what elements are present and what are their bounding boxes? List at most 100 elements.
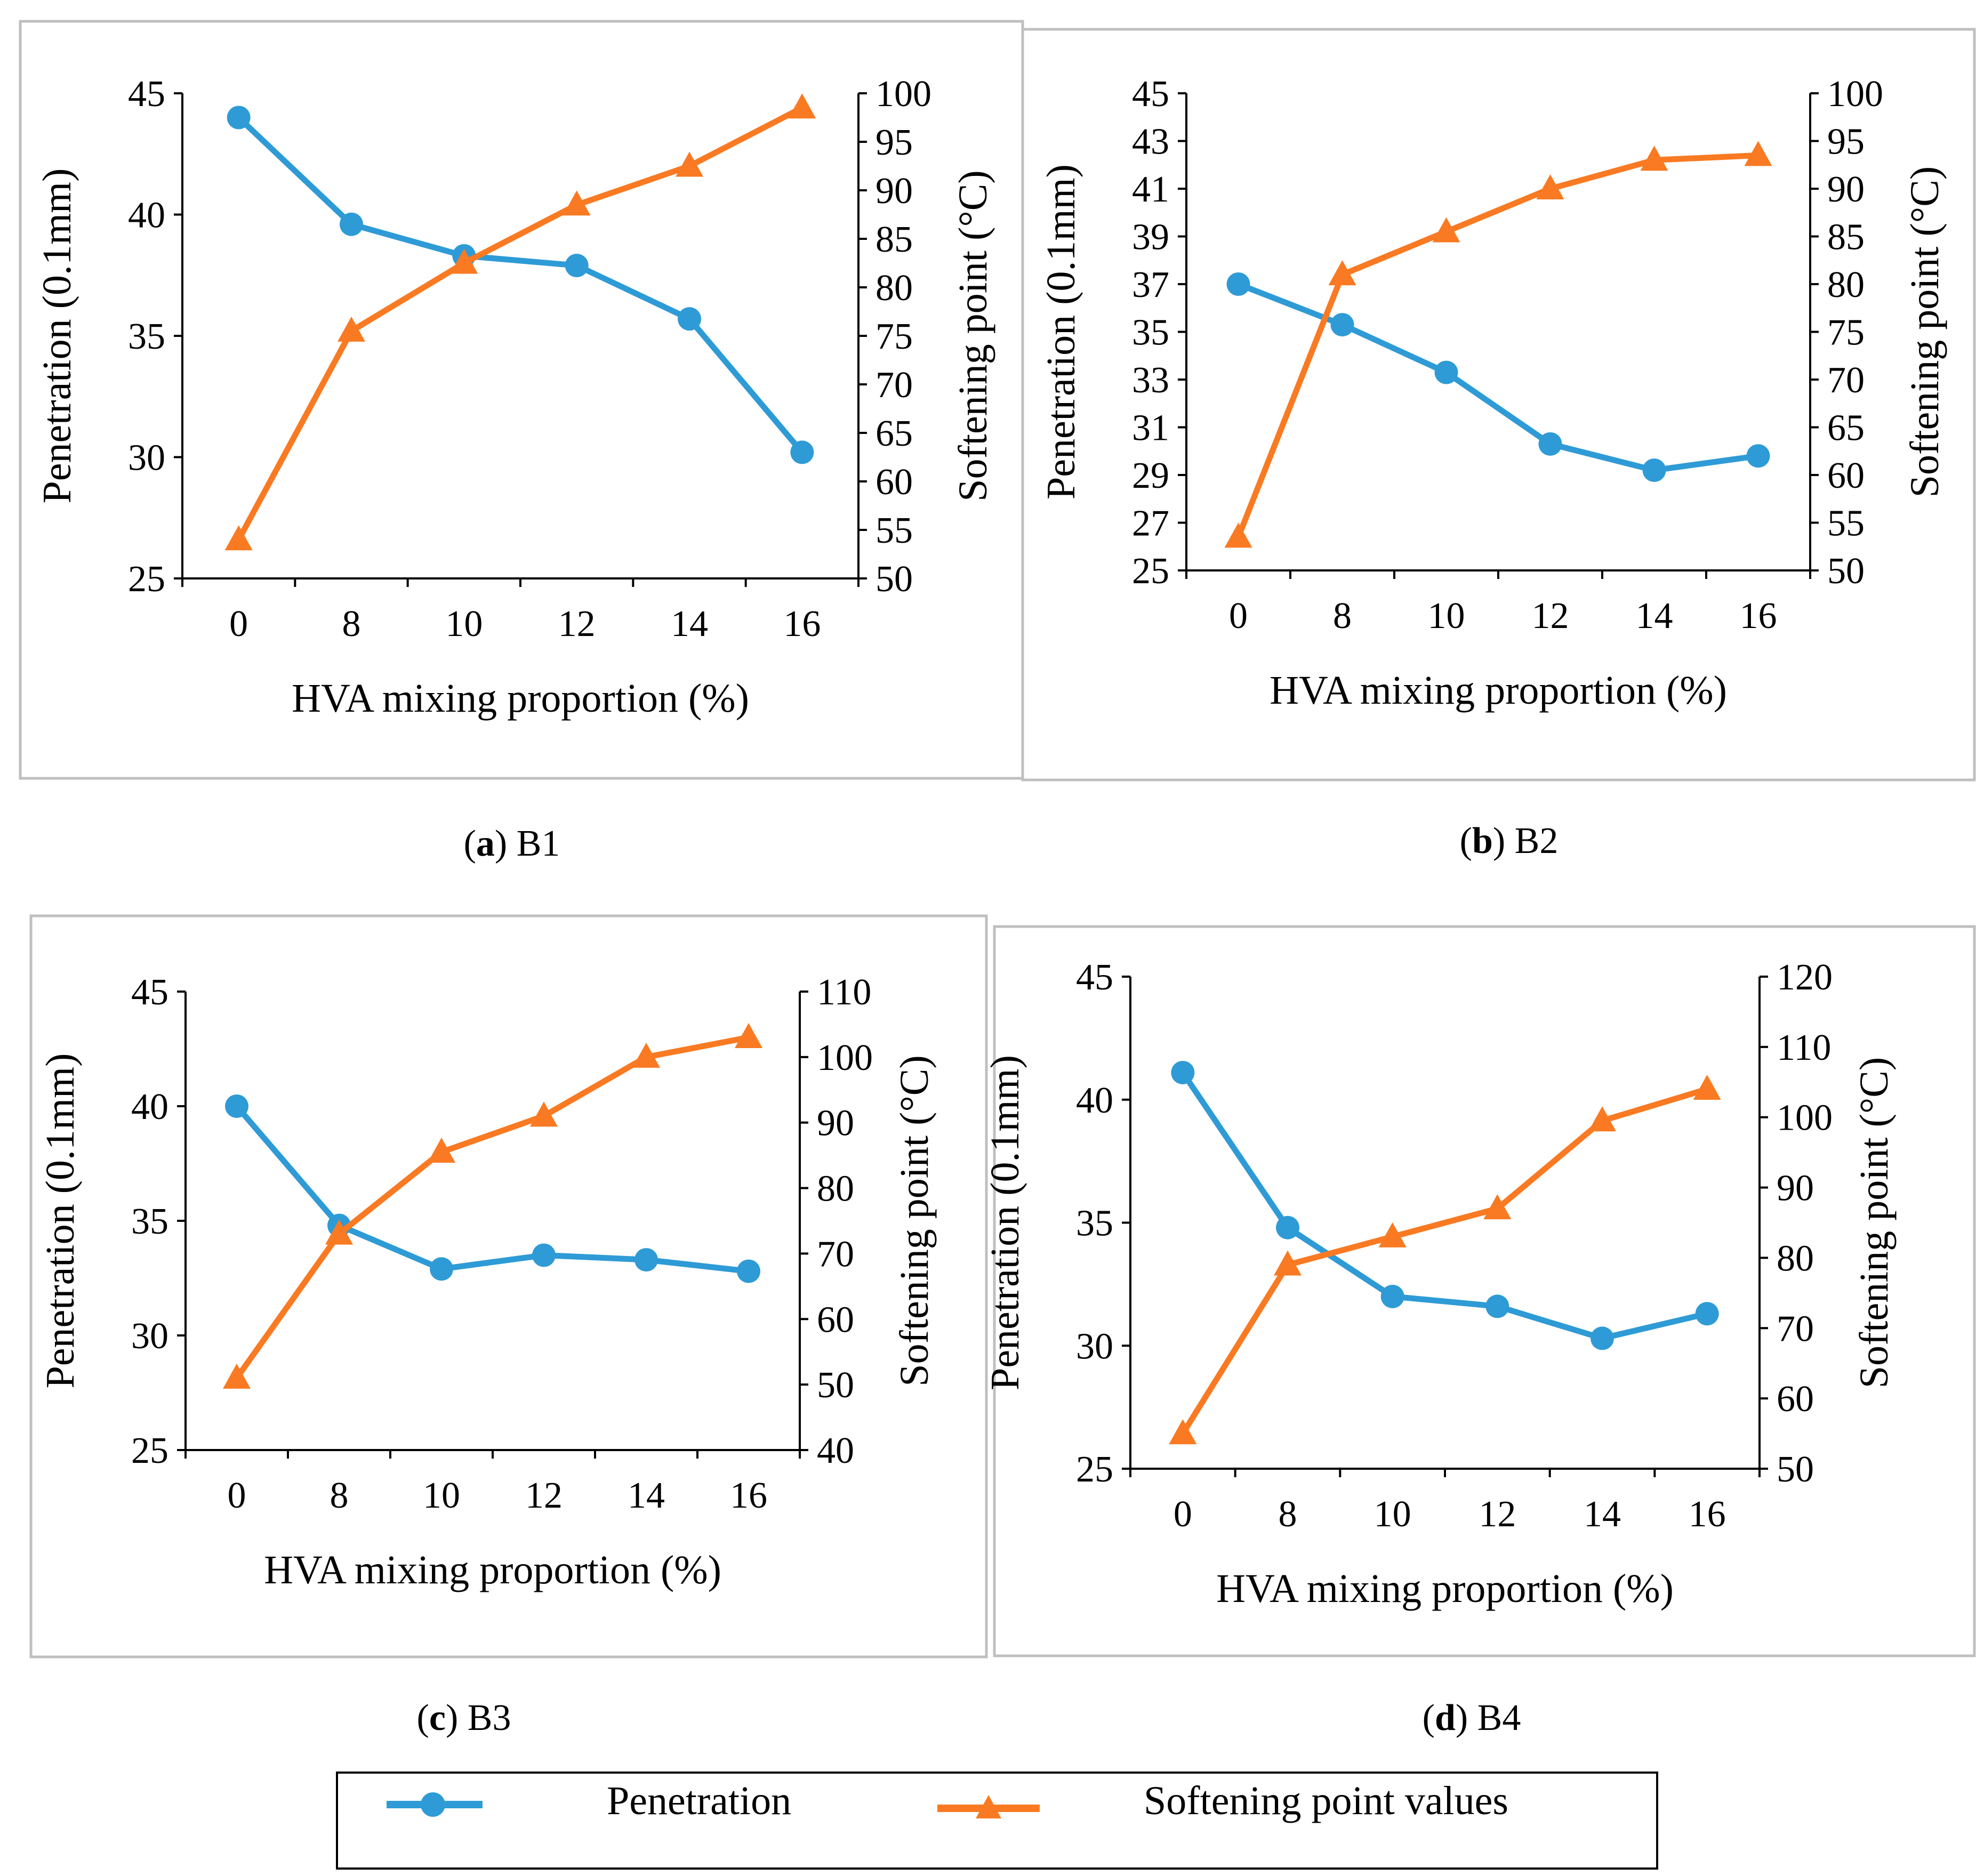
left-y-tick-label: 35 [1132, 312, 1169, 353]
left-y-tick-label: 33 [1132, 360, 1169, 401]
softening-point [563, 190, 591, 216]
x-tick-label: 12 [1532, 595, 1569, 637]
x-tick-label: 8 [1279, 1494, 1297, 1535]
x-tick-label: 16 [1740, 595, 1777, 637]
right-y-tick-label: 110 [1777, 1027, 1831, 1068]
right-y-tick-label: 70 [875, 365, 913, 406]
x-axis-title: HVA mixing proportion (%) [1216, 1566, 1674, 1611]
penetration-point [1330, 313, 1354, 337]
legend-penetration-marker [421, 1792, 445, 1817]
right-y-tick-label: 95 [875, 122, 913, 163]
penetration-point [678, 307, 701, 331]
legend-softening-label: Softening point values [1144, 1778, 1508, 1823]
right-y-tick-label: 85 [875, 219, 913, 260]
x-tick-label: 8 [1333, 595, 1352, 637]
right-y-axis-title: Softening point (°C) [892, 1055, 937, 1386]
right-y-tick-label: 75 [1827, 312, 1865, 353]
chart-d: 25 30 35 40 45 50 60 70 80 90 100 110 120 0 8 10 12 14 16 H… [983, 957, 1897, 1611]
penetration-point [790, 440, 814, 464]
caption-c-text: ) B3 [446, 1697, 511, 1738]
x-tick-label: 0 [1229, 595, 1248, 637]
right-y-tick-label: 75 [875, 316, 913, 357]
left-y-tick-label: 43 [1132, 122, 1169, 163]
softening-point [1274, 1250, 1302, 1276]
softening-point [788, 93, 816, 119]
right-y-tick-label: 80 [1827, 264, 1865, 305]
left-y-tick-label: 41 [1132, 169, 1169, 210]
panel-d: 25 30 35 40 45 50 60 70 80 90 100 110 120 0 8 10 12 14 16 H… [983, 925, 1976, 1738]
softening-line [1235, 152, 1758, 538]
softening-point [1588, 1106, 1616, 1132]
x-tick-label: 12 [558, 603, 596, 645]
right-y-tick-label: 50 [1777, 1449, 1814, 1490]
x-tick-label: 0 [228, 1475, 246, 1516]
penetration-line [236, 115, 805, 454]
left-y-tick-label: 39 [1132, 217, 1169, 258]
chart-a: 25 30 35 40 45 50 55 60 65 70 75 80 85 90 95 100 0 8 10 12 1… [35, 74, 995, 721]
softening-point [1536, 174, 1564, 199]
right-y-tick-label: 90 [1777, 1168, 1814, 1209]
left-y-tick-label: 45 [1076, 957, 1113, 998]
right-y-tick-label: 95 [1827, 122, 1865, 163]
penetration-point [1538, 432, 1562, 456]
penetration-line [1180, 1070, 1708, 1341]
right-y-tick-label: 65 [1827, 408, 1865, 449]
right-y-axis-title: Softening point (°C) [951, 170, 995, 501]
x-tick-label: 8 [330, 1475, 349, 1516]
left-y-axis-title: Penetration (0.1mm) [38, 1053, 83, 1389]
penetration-point [430, 1257, 453, 1281]
caption-d-text: ) B4 [1456, 1697, 1521, 1738]
right-y-tick-label: 70 [817, 1234, 854, 1275]
softening-line [234, 1034, 750, 1380]
right-y-tick-label: 55 [1827, 503, 1865, 544]
left-y-tick-label: 25 [131, 1430, 168, 1471]
chart-c: 25 30 35 40 45 40 50 60 70 80 90 100 110 0 8 10 12 14 16HV… [38, 972, 937, 1592]
x-axis-title: HVA mixing proportion (%) [264, 1548, 721, 1592]
softening-point [1744, 141, 1772, 166]
x-axis-title: HVA mixing proportion (%) [292, 676, 749, 721]
penetration-point [1746, 444, 1770, 468]
softening-point [1640, 146, 1668, 171]
left-y-tick-label: 27 [1132, 503, 1169, 544]
left-y-tick-label: 45 [1132, 74, 1169, 115]
x-tick-label: 14 [628, 1475, 665, 1516]
right-y-tick-label: 80 [875, 268, 913, 309]
penetration-point [1642, 458, 1666, 482]
panel-c-border [29, 914, 988, 1658]
left-y-tick-label: 45 [128, 74, 165, 115]
right-y-tick-label: 100 [817, 1037, 873, 1078]
softening-line [1180, 1086, 1708, 1435]
panel-d-border [993, 925, 1976, 1657]
caption-b: (b) B2 [1460, 820, 1559, 861]
left-y-tick-label: 30 [128, 438, 165, 479]
right-y-tick-label: 50 [817, 1365, 854, 1406]
panel-b: 2527293133353739414345505560657075808590… [1021, 28, 1976, 861]
x-tick-label: 16 [783, 603, 821, 645]
panel-c: 25 30 35 40 45 40 50 60 70 80 90 100 110 0 8 10 12 14 16HV… [29, 914, 988, 1738]
left-y-tick-label: 31 [1132, 408, 1169, 449]
right-y-tick-label: 100 [875, 74, 931, 115]
right-y-tick-label: 100 [1827, 74, 1883, 115]
softening-point [1483, 1194, 1512, 1220]
softening-point [1378, 1222, 1407, 1247]
panel-a-border [19, 20, 1024, 780]
legend-border [336, 1772, 1658, 1870]
right-y-tick-label: 50 [1827, 551, 1865, 592]
panel-b-border [1021, 28, 1976, 782]
left-y-tick-label: 35 [1076, 1203, 1113, 1244]
x-tick-label: 10 [423, 1475, 460, 1516]
chart-b: 2527293133353739414345505560657075808590… [1039, 74, 1947, 713]
right-y-axis-title: Softening point (°C) [1852, 1057, 1897, 1388]
panel-a: 25 30 35 40 45 50 55 60 65 70 75 80 85 90 95 100 0 8 10 12 1… [19, 20, 1024, 864]
penetration-point [1171, 1060, 1195, 1084]
x-axis-title: HVA mixing proportion (%) [1270, 668, 1727, 713]
x-tick-label: 10 [445, 603, 483, 645]
caption-b-letter: b [1472, 820, 1493, 861]
left-y-axis-title: Penetration (0.1mm) [983, 1055, 1027, 1390]
x-tick-label: 14 [671, 603, 708, 645]
left-y-tick-label: 35 [131, 1201, 168, 1242]
right-y-tick-label: 60 [1827, 455, 1865, 496]
legend: Penetration Softening point values [336, 1772, 1658, 1870]
penetration-point [340, 212, 363, 236]
